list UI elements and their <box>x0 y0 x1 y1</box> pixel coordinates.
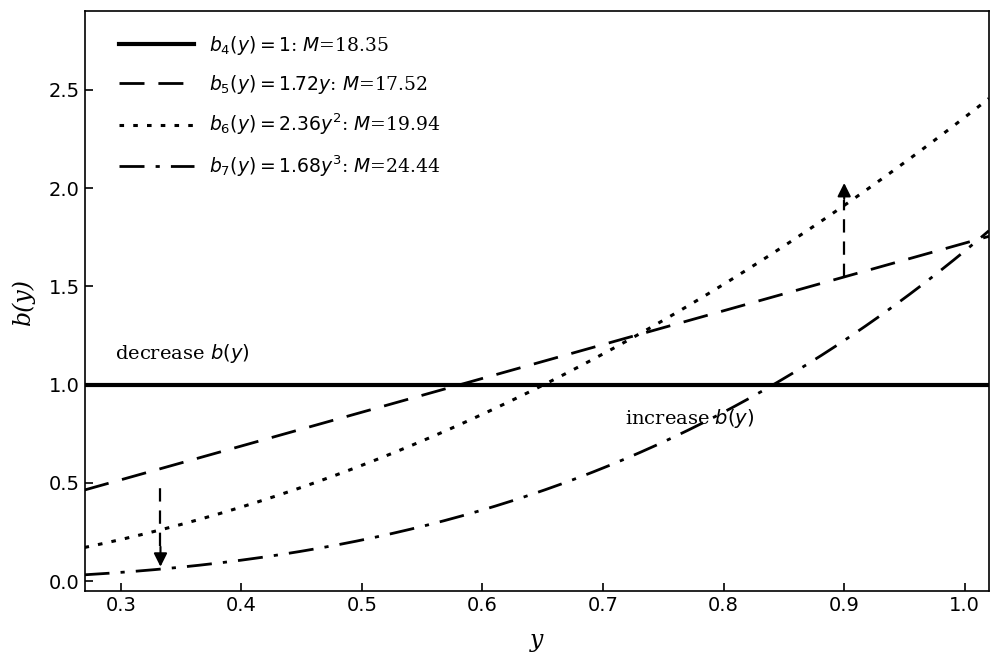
Legend: $b_4(y)=1$: $M$=18.35, $b_5(y)=1.72y$: $M$=17.52, $b_6(y)=2.36y^2$: $M$=19.94, $: $b_4(y)=1$: $M$=18.35, $b_5(y)=1.72y$: $… <box>112 27 448 186</box>
Text: increase $b(y)$: increase $b(y)$ <box>625 407 754 430</box>
X-axis label: y: y <box>530 629 543 652</box>
Text: decrease $b(y)$: decrease $b(y)$ <box>115 342 249 365</box>
Y-axis label: b(y): b(y) <box>11 278 35 325</box>
